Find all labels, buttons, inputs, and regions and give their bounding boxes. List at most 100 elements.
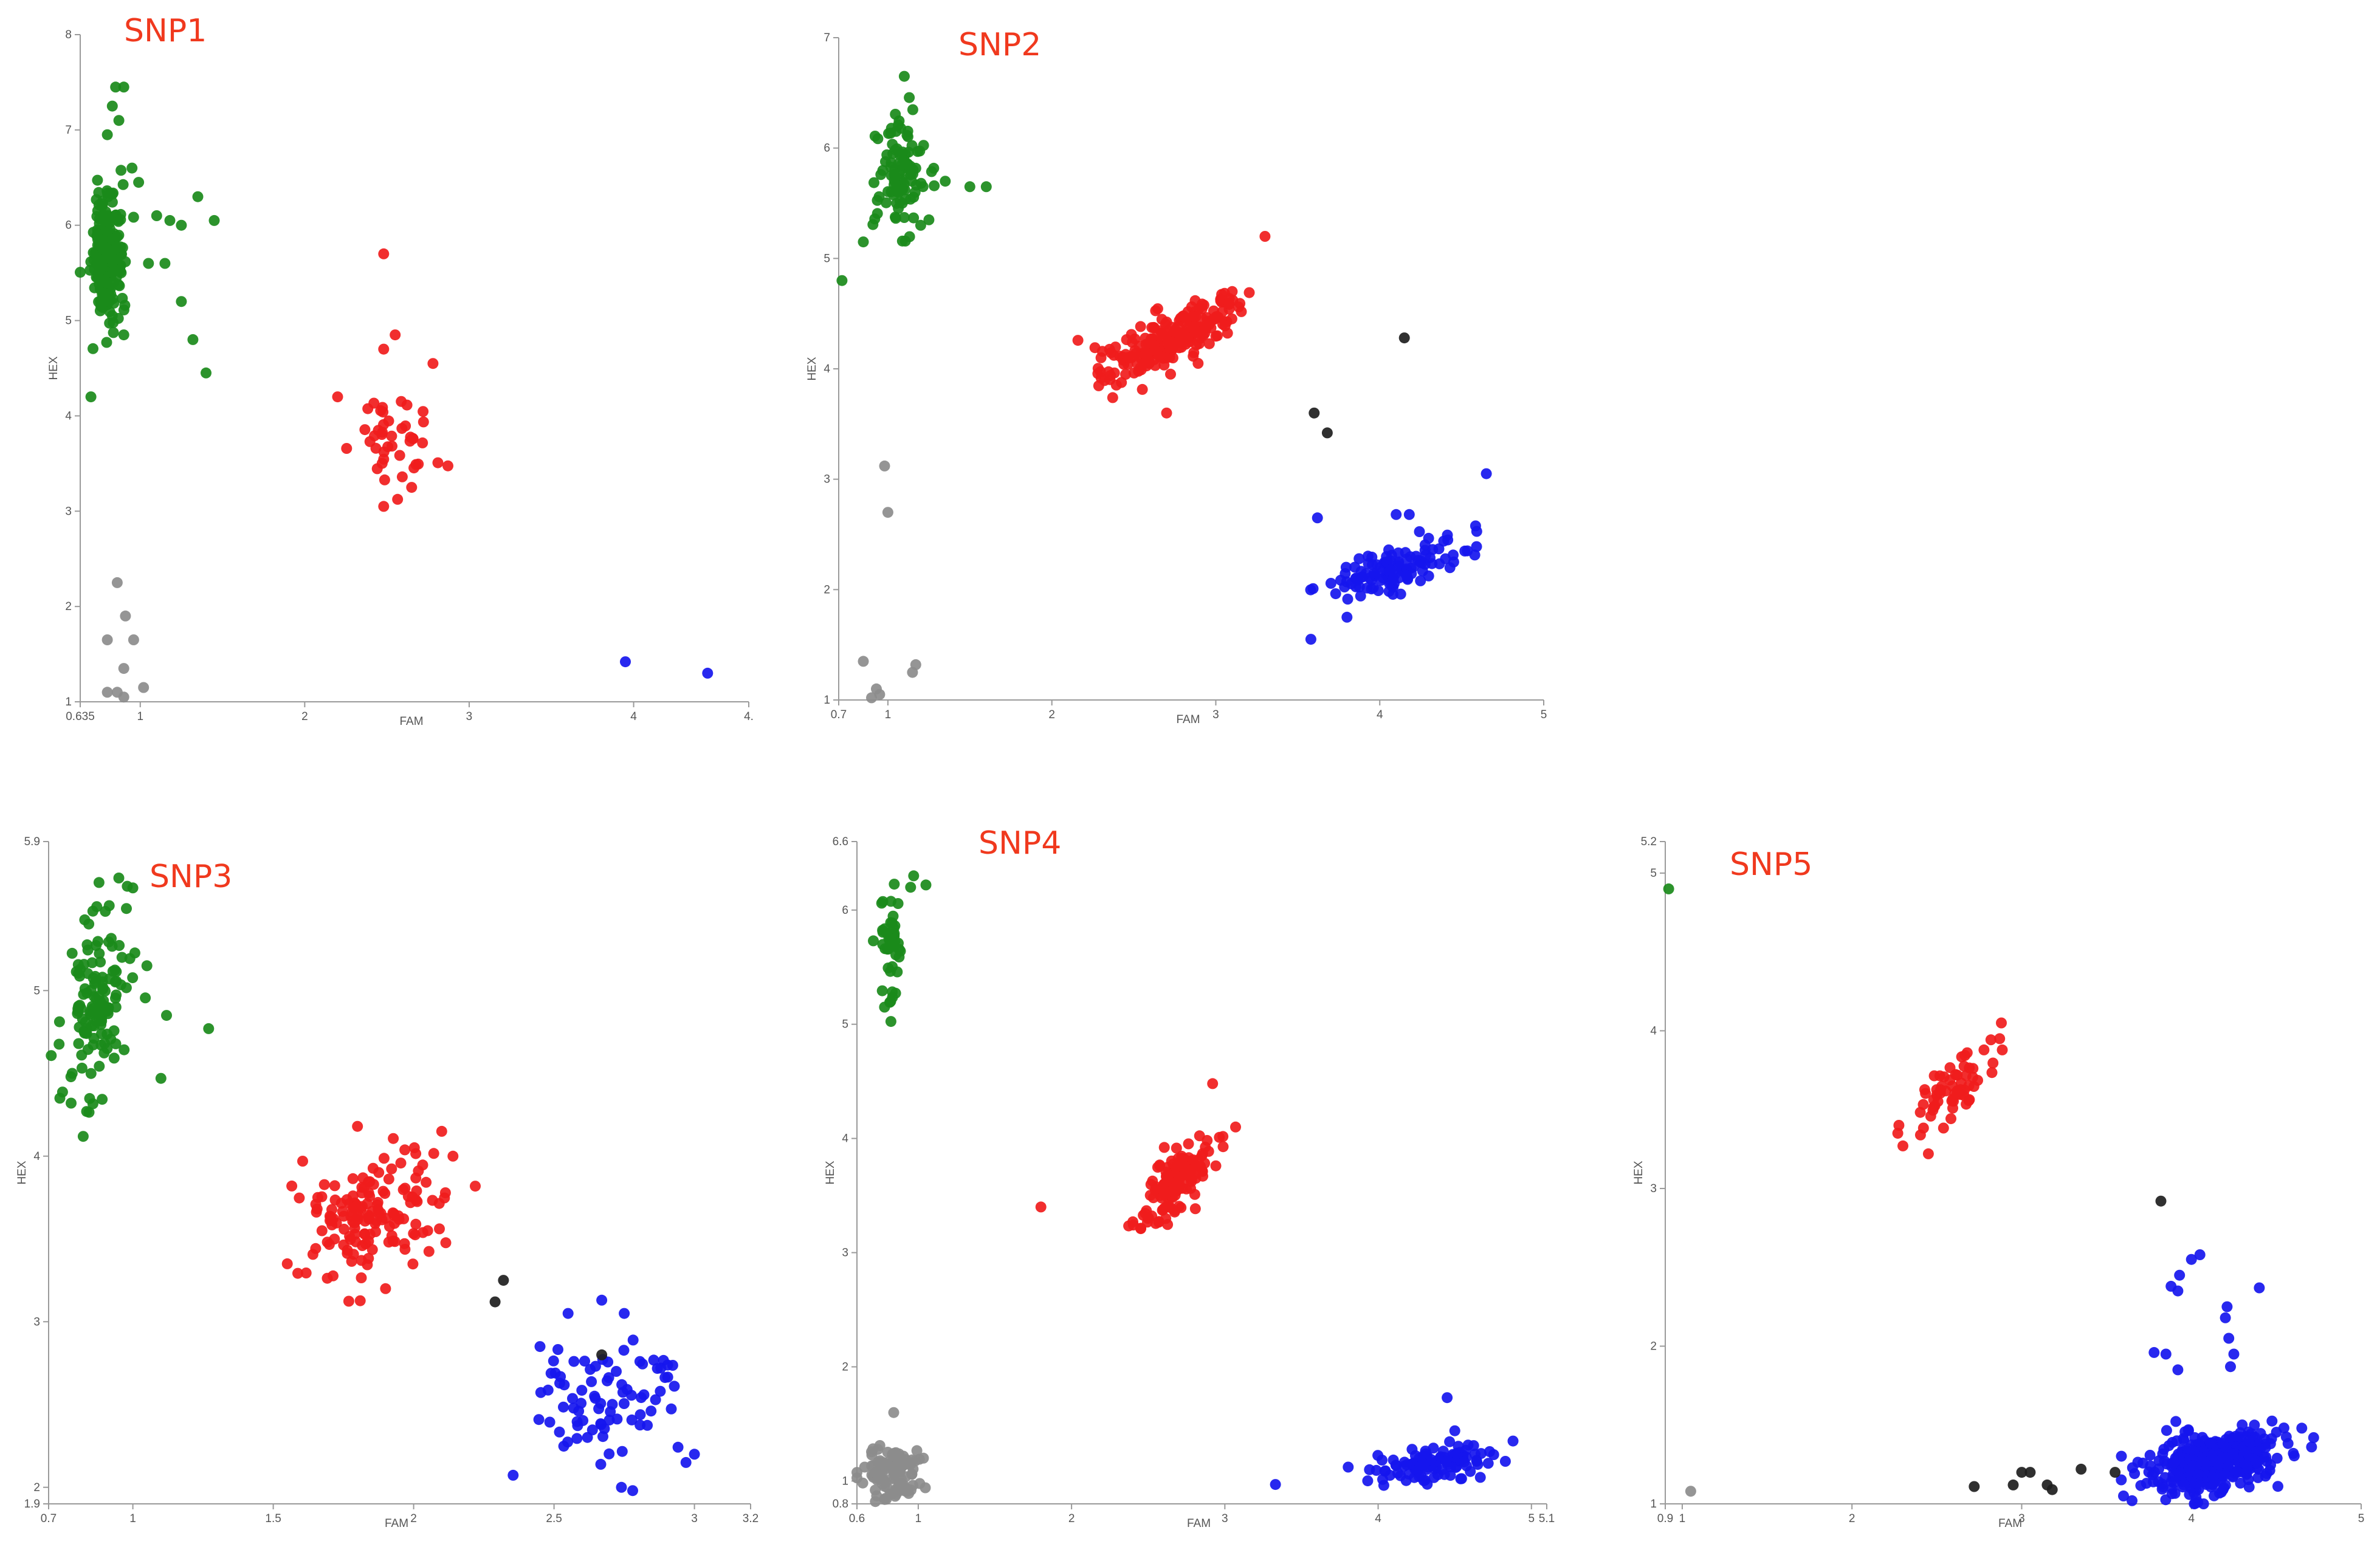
data-point-ab (1226, 313, 1237, 324)
data-point-ab (1203, 338, 1215, 349)
data-point-bb (571, 1416, 583, 1427)
data-point-ab (1178, 310, 1189, 321)
data-point-aa (908, 191, 920, 203)
y-tick-label: 4 (824, 363, 830, 376)
x-tick-label: 1.5 (265, 1512, 281, 1525)
data-point-bb (568, 1356, 580, 1367)
data-point-ab (1986, 1067, 1998, 1079)
x-axis-label: FAM (399, 715, 423, 728)
data-point-aa (92, 252, 103, 264)
data-point-ntc (101, 634, 113, 645)
data-point-aa (877, 165, 889, 176)
data-point-aa (117, 179, 129, 190)
data-point-aa (66, 947, 78, 959)
data-point-aa (890, 213, 901, 224)
data-point-ab (1956, 1051, 1967, 1063)
data-point-ab (1189, 1189, 1200, 1200)
data-point-ab (329, 1194, 341, 1206)
data-point-bb (1459, 545, 1471, 557)
data-point-aa (897, 184, 909, 195)
data-point-bb (2228, 1348, 2240, 1360)
data-point-aa (858, 236, 869, 248)
data-point-ab (1188, 1154, 1199, 1165)
data-point-ab (396, 471, 408, 482)
data-point-aa (101, 187, 113, 199)
data-point-bb (672, 1441, 684, 1453)
data-point-bb (637, 1358, 648, 1370)
data-point-aa (915, 177, 927, 189)
data-point-ab (338, 1210, 349, 1222)
data-point-ntc (128, 634, 139, 645)
data-point-undetermined (2007, 1479, 2019, 1490)
y-tick-label: 5 (65, 315, 72, 328)
data-point-ab (1945, 1113, 1956, 1125)
data-point-aa (890, 109, 901, 120)
data-point-ntc (138, 682, 150, 693)
y-tick-label: 4 (33, 1150, 40, 1163)
data-point-ab (1893, 1120, 1905, 1131)
data-point-ab (1158, 328, 1169, 339)
data-point-aa (868, 935, 879, 947)
data-point-bb (596, 1419, 607, 1430)
data-point-aa (201, 367, 212, 379)
data-point-aa (129, 947, 140, 959)
data-point-ab (1947, 1080, 1958, 1092)
data-point-aa (902, 131, 913, 142)
data-point-ntc (851, 1467, 862, 1478)
data-point-ab (1917, 1099, 1929, 1110)
data-point-ntc (918, 1452, 929, 1464)
y-tick-label: 1 (824, 694, 830, 707)
data-point-aa (887, 917, 898, 928)
data-point-ab (1089, 342, 1101, 354)
data-point-aa (908, 870, 920, 882)
data-point-bb (2182, 1443, 2194, 1455)
data-point-aa (929, 180, 940, 191)
data-point-aa (889, 879, 900, 890)
snp-plot-1: 0.635 1 2 3 4 4. 1 2 3 4 5 6 7 8 FAM HEX SNP1 (47, 13, 754, 728)
data-point-aa (104, 217, 115, 228)
data-point-ab (1203, 319, 1215, 331)
data-point-aa (192, 191, 204, 202)
x-tick-label: 2 (301, 710, 308, 723)
data-point-bb (1352, 574, 1364, 586)
data-point-aa (79, 914, 91, 925)
data-point-undetermined (2016, 1467, 2027, 1478)
x-axis-label: FAM (1176, 713, 1200, 726)
data-point-bb (662, 1371, 673, 1383)
x-tick-label: 3 (1212, 708, 1219, 721)
data-point-aa (106, 100, 118, 112)
data-point-ab (1243, 287, 1255, 298)
data-point-aa (75, 267, 86, 278)
data-point-bb (2265, 1438, 2276, 1450)
data-point-bb (2127, 1462, 2138, 1473)
data-point-bb (593, 1403, 605, 1415)
data-point-aa (82, 968, 94, 979)
data-point-ab (432, 457, 444, 468)
data-point-ab (1994, 1033, 2006, 1044)
data-point-ab (1197, 298, 1208, 310)
data-point-ntc (870, 1496, 881, 1508)
data-point-aa (868, 177, 879, 188)
data-point-bb (2218, 1470, 2229, 1482)
data-point-bb (2241, 1446, 2252, 1458)
data-point-ab (312, 1192, 323, 1203)
data-point-ab (1914, 1129, 1926, 1141)
data-point-bb (1330, 588, 1341, 600)
data-point-aa (208, 214, 220, 226)
y-tick-label: 2 (842, 1360, 848, 1373)
data-point-ab (1154, 1159, 1166, 1171)
data-point-ab (1163, 335, 1175, 347)
data-point-aa (120, 982, 132, 993)
data-point-aa (104, 295, 115, 307)
x-tick-label: 4 (2188, 1512, 2195, 1525)
data-point-ab (1925, 1110, 1936, 1122)
data-point-aa (869, 213, 881, 225)
x-tick-label: 3.2 (743, 1512, 758, 1525)
data-point-ab (411, 1185, 422, 1196)
data-point-aa (896, 159, 907, 170)
y-tick-label: 2 (824, 583, 830, 596)
data-point-ab (1183, 1138, 1194, 1150)
data-point-aa (906, 176, 917, 187)
data-point-aa (159, 258, 171, 269)
data-point-ab (1135, 321, 1146, 332)
